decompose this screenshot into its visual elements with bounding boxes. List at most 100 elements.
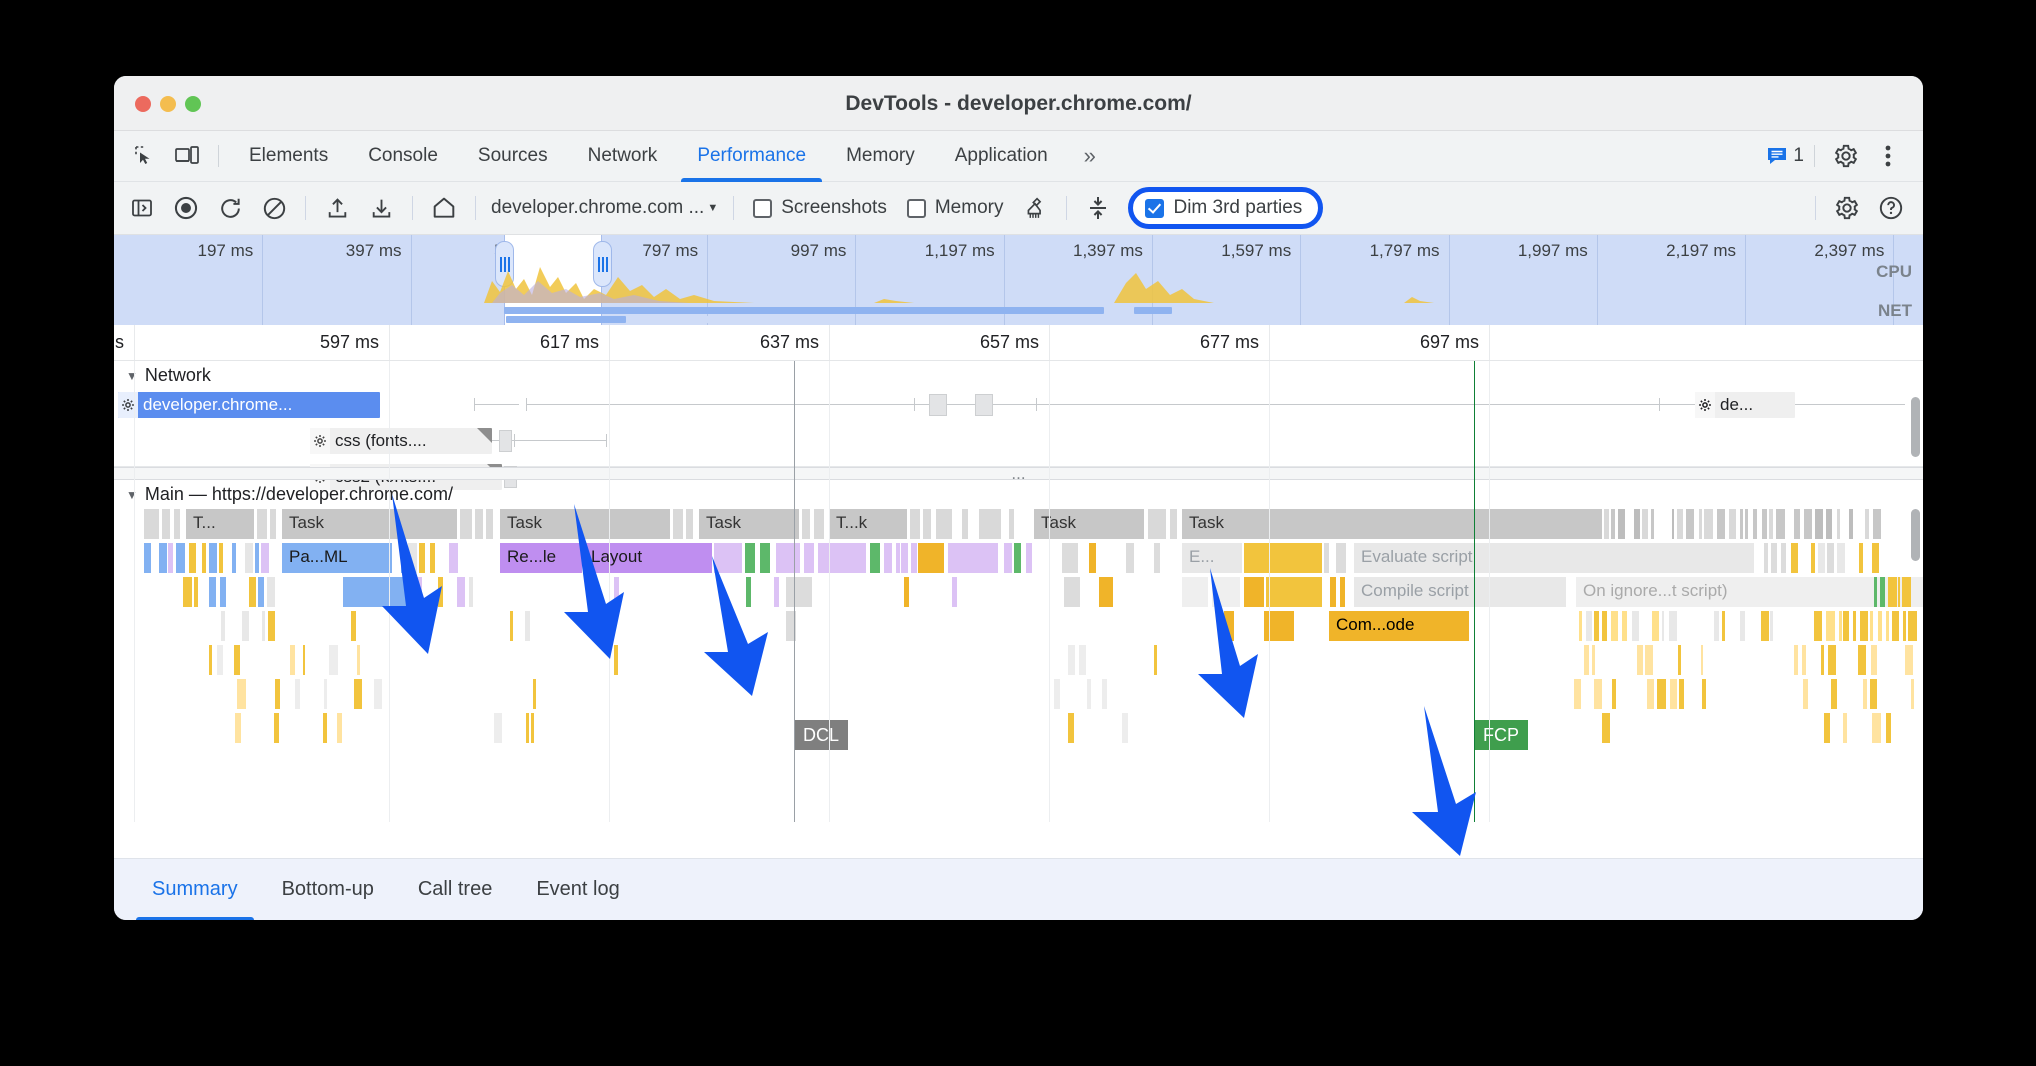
dim-3rd-parties-checkbox-box[interactable] xyxy=(1145,199,1164,218)
flame-bar[interactable] xyxy=(232,543,236,573)
track-splitter[interactable]: ... xyxy=(114,467,1923,480)
triangle-down-icon[interactable]: ▼ xyxy=(126,488,138,502)
timeline-tracks[interactable]: ▼ Network developer.chrome... xyxy=(114,361,1923,822)
flame-bar[interactable] xyxy=(217,645,224,675)
flame-chart[interactable]: T... Task Task Task T...k Task Task Pa...ML Re..… xyxy=(114,509,1923,822)
flame-bar[interactable] xyxy=(1843,611,1849,641)
flame-bar[interactable] xyxy=(343,577,411,607)
flame-bar[interactable] xyxy=(258,577,264,607)
flame-bar[interactable] xyxy=(162,509,170,539)
flame-bar[interactable] xyxy=(1873,509,1880,539)
recording-target-select[interactable]: developer.chrome.com ... ▼ xyxy=(485,197,724,219)
flame-bar[interactable] xyxy=(275,679,280,709)
flame-bar[interactable] xyxy=(270,509,276,539)
flame-event-bar[interactable]: Pa...ML xyxy=(282,543,392,573)
flame-bar[interactable] xyxy=(802,509,810,539)
tab-call-tree[interactable]: Call tree xyxy=(396,859,514,921)
flame-bar[interactable] xyxy=(209,577,216,607)
flame-bar[interactable] xyxy=(1594,679,1603,709)
flame-bar[interactable] xyxy=(533,679,536,709)
flame-bar[interactable] xyxy=(1330,577,1336,607)
flame-bar[interactable] xyxy=(1672,509,1674,539)
triangle-down-icon[interactable]: ▼ xyxy=(126,369,138,383)
flame-bar[interactable] xyxy=(1122,713,1128,743)
flame-bar[interactable] xyxy=(438,577,443,607)
flame-bar[interactable] xyxy=(936,509,952,539)
flame-bar[interactable] xyxy=(911,543,917,573)
flame-bar[interactable] xyxy=(948,543,998,573)
flame-bar[interactable] xyxy=(1717,509,1726,539)
reload-and-record-button[interactable] xyxy=(208,186,252,230)
flame-bar[interactable] xyxy=(1821,645,1824,675)
network-request-pill[interactable]: developer.chrome... xyxy=(118,392,380,418)
flame-bar[interactable] xyxy=(979,509,1001,539)
flame-bar[interactable] xyxy=(1824,713,1830,743)
flame-bar[interactable] xyxy=(1827,543,1834,573)
flame-bar[interactable] xyxy=(1753,509,1758,539)
flame-bar[interactable] xyxy=(814,509,824,539)
flame-bar[interactable] xyxy=(1574,679,1581,709)
flame-bar[interactable] xyxy=(952,577,957,607)
flame-bar[interactable] xyxy=(408,543,417,573)
flame-bar[interactable] xyxy=(1670,679,1677,709)
flame-bar[interactable] xyxy=(962,509,968,539)
flame-bar[interactable] xyxy=(234,645,241,675)
flame-bar[interactable] xyxy=(414,577,422,607)
flame-bar[interactable] xyxy=(1266,577,1322,607)
flame-bar[interactable] xyxy=(1843,713,1848,743)
flame-bar[interactable] xyxy=(1224,611,1234,641)
flame-bar[interactable] xyxy=(1902,577,1911,607)
flame-bar[interactable] xyxy=(745,543,755,573)
gear-icon[interactable] xyxy=(1825,135,1867,177)
flame-bar[interactable] xyxy=(714,543,742,573)
flame-bar[interactable] xyxy=(746,577,751,607)
flame-bar[interactable] xyxy=(1009,509,1014,539)
tab-bottom-up[interactable]: Bottom-up xyxy=(260,859,396,921)
flame-bar[interactable] xyxy=(1811,543,1815,573)
network-scrollbar[interactable] xyxy=(1911,397,1920,457)
flame-bar[interactable] xyxy=(1604,509,1609,539)
tab-network[interactable]: Network xyxy=(568,131,678,182)
flame-bar[interactable] xyxy=(1859,543,1863,573)
flame-bar[interactable] xyxy=(760,543,770,573)
flame-bar[interactable] xyxy=(1729,509,1736,539)
flame-bar[interactable] xyxy=(1818,543,1826,573)
flame-bar[interactable] xyxy=(1740,611,1745,641)
flame-bar[interactable] xyxy=(1908,611,1917,641)
flame-bar[interactable] xyxy=(457,577,465,607)
flame-bar[interactable] xyxy=(337,713,342,743)
flame-bar[interactable] xyxy=(1865,509,1869,539)
flame-event-bar[interactable]: Compile script xyxy=(1354,577,1566,607)
flame-bar[interactable] xyxy=(1340,577,1345,607)
flame-bar[interactable] xyxy=(1888,577,1897,607)
flame-bar[interactable] xyxy=(673,509,683,539)
flame-bar[interactable] xyxy=(1212,577,1240,607)
flame-bar[interactable] xyxy=(1722,611,1724,641)
main-track-header[interactable]: ▼ Main — https://developer.chrome.com/ xyxy=(114,480,1923,509)
flame-bar[interactable] xyxy=(1647,679,1654,709)
flame-bar[interactable] xyxy=(1880,577,1885,607)
flame-bar[interactable] xyxy=(183,577,192,607)
flame-bar[interactable] xyxy=(1592,645,1595,675)
flame-bar[interactable] xyxy=(261,543,269,573)
flame-bar[interactable] xyxy=(189,543,196,573)
flame-bar[interactable] xyxy=(1826,611,1835,641)
flame-bar[interactable] xyxy=(1586,611,1591,641)
tab-application[interactable]: Application xyxy=(935,131,1068,182)
flame-bar[interactable] xyxy=(1087,679,1091,709)
flame-bar[interactable] xyxy=(1837,543,1845,573)
upload-icon[interactable] xyxy=(315,186,359,230)
flame-bar[interactable] xyxy=(1651,509,1654,539)
flame-bar[interactable] xyxy=(1336,543,1346,573)
flame-bar[interactable] xyxy=(351,611,356,641)
main-scrollbar[interactable] xyxy=(1911,509,1920,561)
gear-icon[interactable] xyxy=(1825,186,1869,230)
tab-event-log[interactable]: Event log xyxy=(514,859,641,921)
flame-bar[interactable] xyxy=(1632,611,1639,641)
flame-bar[interactable] xyxy=(1837,509,1840,539)
tab-sources[interactable]: Sources xyxy=(458,131,568,182)
flame-bar[interactable] xyxy=(1686,509,1694,539)
flame-bar[interactable] xyxy=(1702,679,1706,709)
flame-bar[interactable] xyxy=(526,713,529,743)
flame-bar[interactable] xyxy=(237,679,245,709)
